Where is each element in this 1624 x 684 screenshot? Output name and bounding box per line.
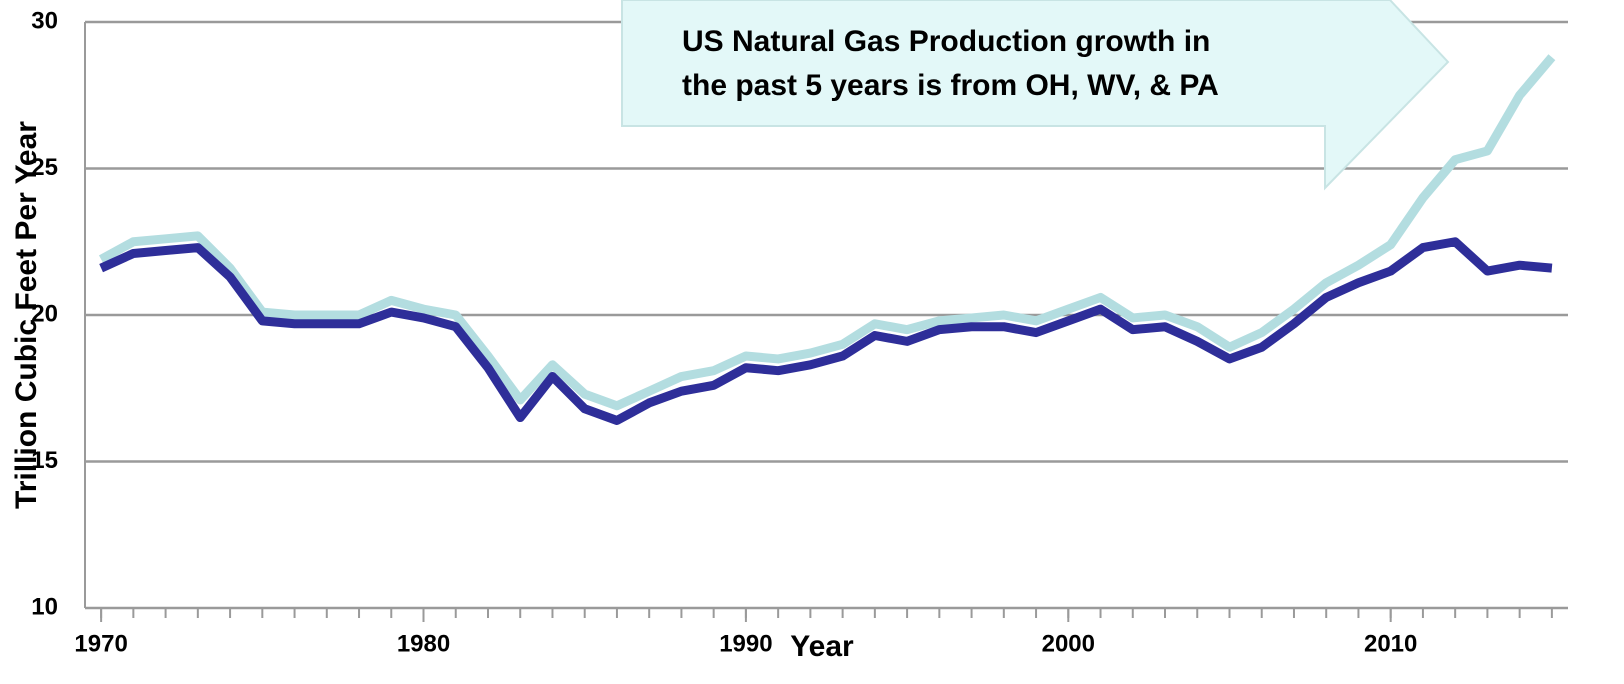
x-tick-label: 2010 [1364,630,1417,657]
y-tick-label: 25 [31,154,58,181]
y-tick-label: 30 [31,7,58,34]
x-tick-label: 1990 [719,630,772,657]
series-line [98,54,1556,411]
y-tick-label: 15 [31,447,58,474]
y-tick-label: 20 [31,300,58,327]
series-line [99,237,1553,425]
x-tick-label: 2000 [1042,630,1095,657]
x-tick-label: 1980 [397,630,450,657]
y-tick-label: 10 [31,593,58,620]
annotation: the past 5 years is from OH, WV, & PA [682,69,1219,102]
callout [621,0,1450,191]
x-tick-label: 1970 [74,630,127,657]
annotation: US Natural Gas Production growth in [682,25,1210,58]
x-axis-label: Year [790,630,854,663]
y-axis-label: Trillion Cubic Feet Per Year [10,121,43,509]
